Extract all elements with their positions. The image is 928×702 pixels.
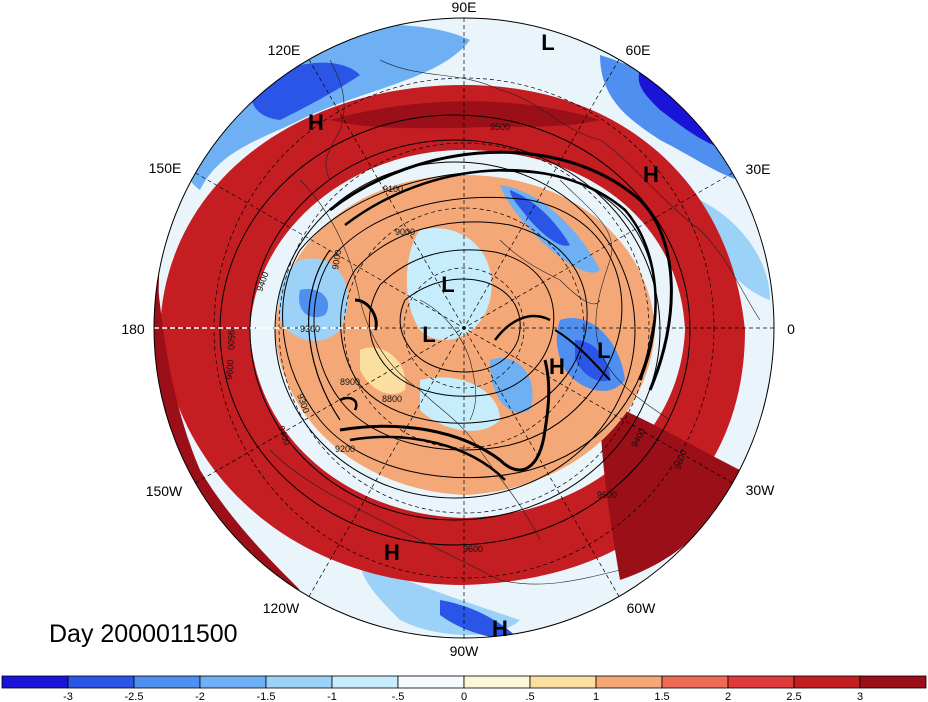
lon-label-180: 180	[121, 321, 145, 337]
coastlines	[269, 59, 761, 585]
colorbar-tick-label: 1.5	[654, 691, 669, 702]
colorbar-swatch	[1, 675, 69, 689]
pressure-system-label: H	[384, 540, 400, 565]
lon-label-120e: 120E	[268, 42, 301, 58]
lon-label-60w: 60W	[627, 600, 657, 616]
colorbar-swatch	[133, 675, 201, 689]
contour-label: 9000	[395, 227, 415, 237]
pressure-system-label: H	[549, 354, 565, 379]
colorbar-swatch	[67, 675, 135, 689]
colorbar: -3 -2.5 -2 -1.5 -1 -.5 0 .5 1 1.5 2 2.5 3	[1, 675, 927, 702]
contour-label: 9100	[383, 184, 403, 194]
pressure-system-label: L	[597, 338, 610, 363]
pressure-system-label: L	[541, 30, 554, 55]
graticule	[154, 18, 774, 638]
lon-label-150e: 150E	[149, 160, 182, 176]
lon-label-30w: 30W	[746, 482, 776, 498]
pressure-system-label: L	[422, 322, 435, 347]
pressure-system-label: H	[643, 162, 659, 187]
map-boundary	[153, 17, 775, 639]
colorbar-swatch	[595, 675, 663, 689]
contour-label: 8900	[340, 377, 360, 387]
colorbar-swatch	[529, 675, 597, 689]
colorbar-tick-label: .5	[525, 691, 534, 702]
contour-label: 9300	[300, 324, 320, 334]
pressure-system-label: L	[441, 272, 454, 297]
contour-label: 9600	[224, 359, 236, 380]
lon-label-90e: 90E	[452, 0, 477, 15]
pressure-system-label: H	[492, 616, 508, 641]
lon-label-0: 0	[787, 321, 795, 337]
contour-label: 9200	[335, 444, 355, 454]
lon-label-90w: 90W	[450, 643, 480, 659]
colorbar-tick-label: -3	[63, 691, 73, 702]
colorbar-tick-label: 1	[593, 691, 599, 702]
colorbar-swatch	[661, 675, 729, 689]
lon-label-120w: 120W	[263, 600, 300, 616]
contour-label: 8800	[382, 394, 402, 404]
colorbar-swatch	[199, 675, 267, 689]
colorbar-swatch	[397, 675, 465, 689]
pressure-system-label: H	[308, 110, 324, 135]
height-contours	[219, 114, 691, 546]
colorbar-swatch	[859, 675, 927, 689]
colorbar-tick-label: -1	[327, 691, 337, 702]
colorbar-tick-label: -.5	[392, 691, 405, 702]
colorbar-tick-label: 0	[461, 691, 467, 702]
colorbar-tick-label: -2	[195, 691, 205, 702]
colorbar-tick-label: 3	[857, 691, 863, 702]
contour-label: 9000	[330, 249, 343, 270]
contour-label: 9500	[226, 330, 236, 350]
lon-label-150w: 150W	[146, 483, 183, 499]
colorbar-tick-label: -2.5	[125, 691, 144, 702]
colorbar-tick-label: -1.5	[257, 691, 276, 702]
colorbar-swatch	[727, 675, 795, 689]
contour-label: 9500	[490, 122, 510, 132]
colorbar-swatch	[793, 675, 861, 689]
colorbar-swatch	[265, 675, 333, 689]
colorbar-tick-label: 2	[725, 691, 731, 702]
lon-label-30e: 30E	[746, 161, 771, 177]
day-label: Day 2000011500	[49, 620, 238, 648]
contour-label: 9500	[597, 490, 617, 500]
colorbar-tick-label: 2.5	[786, 691, 801, 702]
colorbar-swatch	[331, 675, 399, 689]
contour-label: 9600	[463, 544, 483, 554]
lon-label-60e: 60E	[626, 42, 651, 58]
colorbar-swatch	[463, 675, 531, 689]
